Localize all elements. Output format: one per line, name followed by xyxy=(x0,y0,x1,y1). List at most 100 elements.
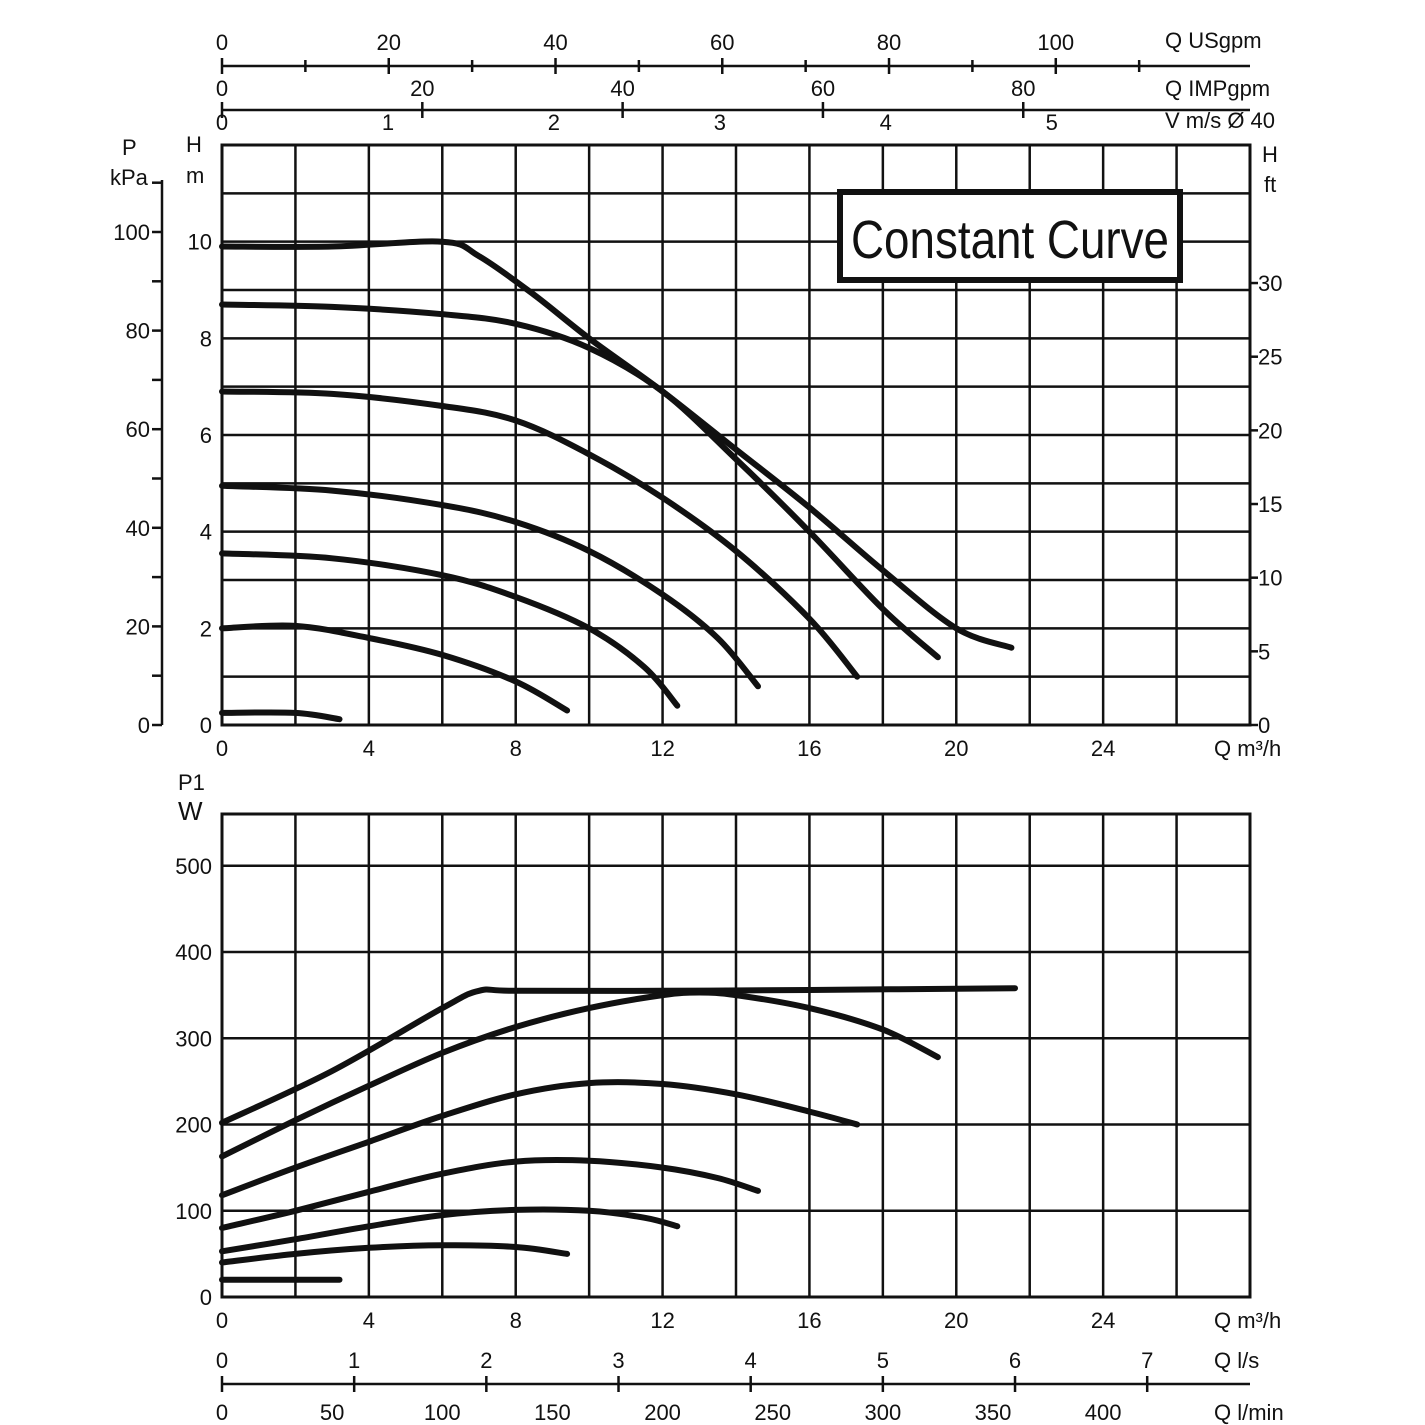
head-x-tick-label: 24 xyxy=(1091,736,1115,761)
pressure-tick-label: 20 xyxy=(126,614,150,639)
head-x-tick-label: 20 xyxy=(944,736,968,761)
head-m-ticks: 0 2 4 6 8 10 xyxy=(188,230,212,738)
head-ft-tick-label: 30 xyxy=(1258,271,1282,296)
power-curve-series xyxy=(219,1242,571,1266)
usgpm-tick-label: 40 xyxy=(543,30,567,55)
head-m-axis-unit: m xyxy=(186,163,204,188)
head-m-tick-label: 6 xyxy=(200,423,212,448)
ls-tick-label: 5 xyxy=(877,1348,889,1373)
lmin-tick-label: 400 xyxy=(1085,1400,1122,1425)
head-ft-tick-label: 10 xyxy=(1258,566,1282,591)
usgpm-axis-label: Q USgpm xyxy=(1165,28,1262,53)
pressure-tick-label: 80 xyxy=(126,319,150,344)
velocity-tick-label: 2 xyxy=(548,110,560,135)
power-chart: 0 100 200 300 400 500 0 4 8 12 16 20 24 P1 W Q m³/h xyxy=(175,770,1281,1333)
power-x-tick-label: 4 xyxy=(363,1308,375,1333)
head-curve-series xyxy=(219,482,761,690)
lmin-tick-label: 200 xyxy=(644,1400,681,1425)
power-y-tick-label: 0 xyxy=(200,1285,212,1310)
head-curve-series xyxy=(219,388,861,680)
head-m-tick-label: 2 xyxy=(200,616,212,641)
head-ft-tick-label: 5 xyxy=(1258,639,1270,664)
power-x-ticks: 0 4 8 12 16 20 24 xyxy=(216,1308,1116,1333)
ls-axis-label: Q l/s xyxy=(1214,1348,1259,1373)
head-curve-series xyxy=(219,622,571,714)
head-x-tick-label: 0 xyxy=(216,736,228,761)
power-x-axis-label: Q m³/h xyxy=(1214,1308,1281,1333)
head-curve-series xyxy=(219,709,343,723)
power-grid xyxy=(222,814,1250,1297)
impgpm-tick-label: 0 xyxy=(216,76,228,101)
ls-tick-label: 2 xyxy=(480,1348,492,1373)
velocity-tick-label: 4 xyxy=(880,110,892,135)
lmin-ticks: 0 50 100 150 200 250 300 350 400 xyxy=(216,1400,1122,1425)
power-x-tick-label: 12 xyxy=(650,1308,674,1333)
impgpm-axis-label: Q IMPgpm xyxy=(1165,76,1270,101)
impgpm-ticks: 0 20 40 60 80 xyxy=(216,76,1035,118)
head-x-tick-label: 8 xyxy=(510,736,522,761)
usgpm-tick-label: 60 xyxy=(710,30,734,55)
power-curve-series xyxy=(219,1079,861,1199)
power-x-tick-label: 16 xyxy=(797,1308,821,1333)
power-curve-series xyxy=(219,1206,681,1255)
ls-tick-label: 4 xyxy=(745,1348,757,1373)
head-ft-tick-label: 15 xyxy=(1258,492,1282,517)
power-y-tick-label: 400 xyxy=(175,940,212,965)
head-m-tick-label: 4 xyxy=(200,520,212,545)
pressure-tick-label: 0 xyxy=(138,713,150,738)
power-y-ticks: 0 100 200 300 400 500 xyxy=(175,854,212,1310)
power-axis-title: P1 xyxy=(178,770,205,795)
usgpm-tick-label: 80 xyxy=(877,30,901,55)
lmin-tick-label: 0 xyxy=(216,1400,228,1425)
head-curves xyxy=(219,238,1015,723)
power-curve-series xyxy=(219,985,1018,1126)
velocity-tick-label: 5 xyxy=(1046,110,1058,135)
usgpm-tick-label: 100 xyxy=(1037,30,1074,55)
lmin-tick-label: 250 xyxy=(754,1400,791,1425)
head-x-tick-label: 4 xyxy=(363,736,375,761)
ls-tick-label: 7 xyxy=(1141,1348,1153,1373)
pressure-tick-label: 60 xyxy=(126,417,150,442)
usgpm-ticks: 0 20 40 60 80 100 xyxy=(216,30,1141,74)
head-x-ticks: 0 4 8 12 16 20 24 xyxy=(216,736,1116,761)
power-y-tick-label: 300 xyxy=(175,1026,212,1051)
lmin-tick-label: 150 xyxy=(534,1400,571,1425)
power-y-tick-label: 200 xyxy=(175,1113,212,1138)
power-y-tick-label: 100 xyxy=(175,1199,212,1224)
power-y-tick-label: 500 xyxy=(175,854,212,879)
head-x-tick-label: 16 xyxy=(797,736,821,761)
lmin-tick-label: 100 xyxy=(424,1400,461,1425)
power-x-tick-label: 20 xyxy=(944,1308,968,1333)
velocity-tick-label: 0 xyxy=(216,110,228,135)
constant-curve-box xyxy=(837,189,1183,283)
lmin-tick-label: 50 xyxy=(320,1400,344,1425)
head-curve-series xyxy=(219,550,681,709)
head-m-axis-title: H xyxy=(186,132,202,157)
head-m-tick-label: 0 xyxy=(200,713,212,738)
velocity-axis-label: V m/s Ø 40 xyxy=(1165,108,1275,133)
pressure-tick-label: 100 xyxy=(113,220,150,245)
usgpm-tick-label: 20 xyxy=(377,30,401,55)
lmin-axis-label: Q l/min xyxy=(1214,1400,1284,1425)
head-curve-series xyxy=(219,238,1015,651)
velocity-ticks: 0 1 2 3 4 5 xyxy=(216,110,1058,135)
impgpm-tick-label: 20 xyxy=(410,76,434,101)
power-x-tick-label: 8 xyxy=(510,1308,522,1333)
ls-tick-label: 1 xyxy=(348,1348,360,1373)
pressure-axis-unit: kPa xyxy=(110,165,149,190)
ls-ticks: 0 1 2 3 4 5 6 7 xyxy=(216,1348,1153,1392)
ls-tick-label: 0 xyxy=(216,1348,228,1373)
head-x-axis-label: Q m³/h xyxy=(1214,736,1281,761)
power-curves xyxy=(219,985,1018,1283)
head-curve-series xyxy=(219,301,941,661)
impgpm-tick-label: 80 xyxy=(1011,76,1035,101)
impgpm-tick-label: 60 xyxy=(811,76,835,101)
head-m-tick-label: 8 xyxy=(200,326,212,351)
head-ft-tick-label: 0 xyxy=(1258,713,1270,738)
ls-tick-label: 6 xyxy=(1009,1348,1021,1373)
power-curve-series xyxy=(219,989,941,1160)
